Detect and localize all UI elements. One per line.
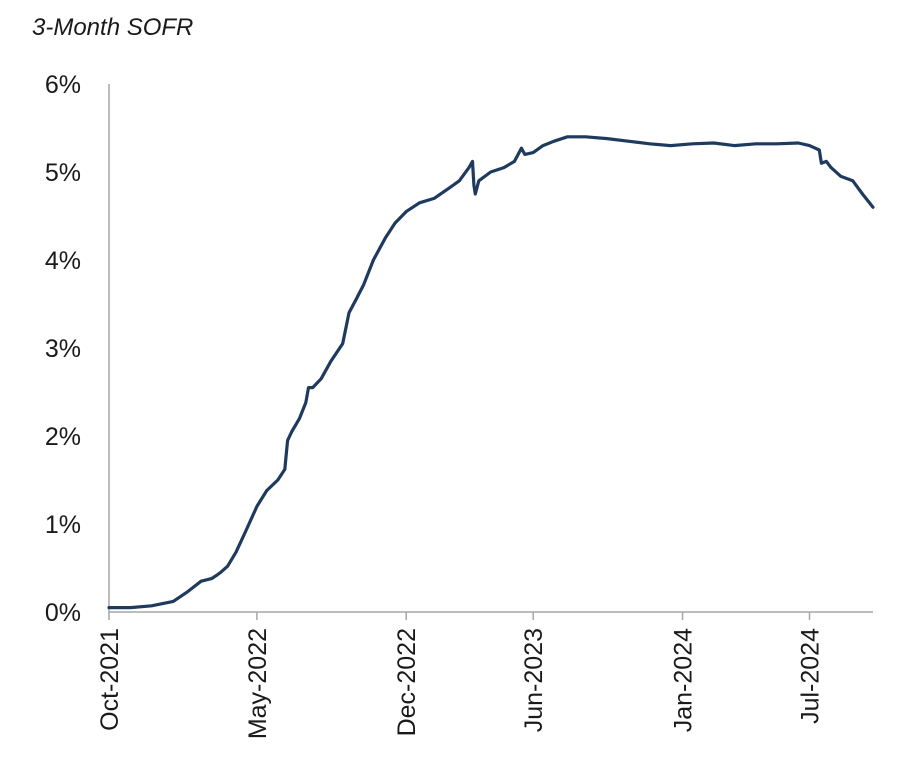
x-tick-label: Dec-2022 — [393, 628, 421, 736]
y-tick-labels: 0% 1% 2% 3% 4% 5% 6% — [45, 71, 81, 627]
y-tick-label: 4% — [45, 247, 81, 275]
x-tick-label: Oct-2021 — [96, 628, 124, 731]
y-tick-label: 2% — [45, 423, 81, 451]
chart-axes — [108, 84, 873, 613]
series-layer — [107, 135, 875, 610]
x-tick-label: May-2022 — [244, 628, 272, 739]
y-tick-label: 5% — [45, 159, 81, 187]
y-tick-label: 6% — [45, 71, 81, 99]
x-tick-labels: Oct-2021 May-2022 Dec-2022 Jun-2023 Jan-2024… — [96, 612, 825, 739]
series-line — [107, 135, 875, 610]
y-tick-label: 0% — [45, 599, 81, 627]
chart-title: 3-Month SOFR — [32, 14, 194, 41]
x-tick-label: Jan-2024 — [670, 628, 698, 732]
y-tick-label: 1% — [45, 511, 81, 539]
x-tick-label: Jun-2023 — [520, 628, 548, 732]
x-tick-label: Jul-2024 — [797, 628, 825, 724]
y-tick-label: 3% — [45, 335, 81, 363]
